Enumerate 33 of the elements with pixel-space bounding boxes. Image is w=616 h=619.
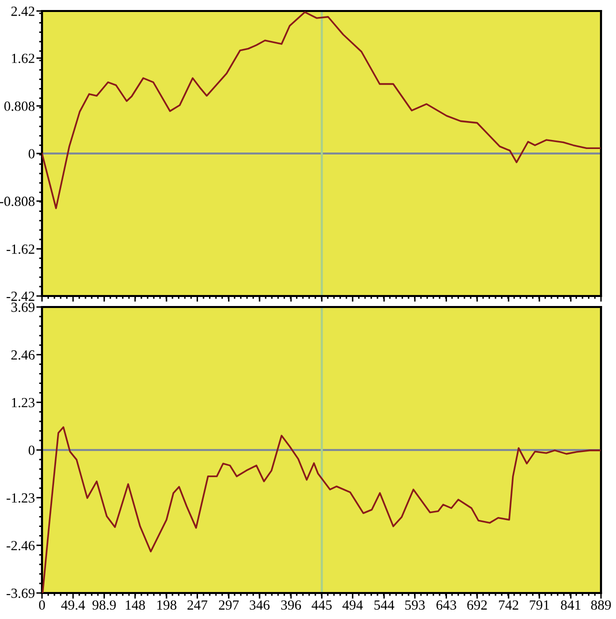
y-tick-label: -1.62 [6, 244, 34, 254]
y-tick-label: 1.62 [12, 54, 34, 64]
x-tick-label: 396 [281, 600, 302, 610]
y-tick-label: 0 [28, 446, 35, 455]
x-tick-label: 593 [405, 600, 425, 610]
x-tick-label: 742 [499, 600, 518, 610]
x-tick-label: 692 [467, 600, 487, 610]
x-tick-label: 494 [342, 600, 363, 610]
x-tick-label: 247 [188, 600, 208, 610]
y-tick-label: -2.42 [6, 292, 34, 302]
y-tick-label: -2.46 [6, 540, 35, 550]
x-tick-label: 0 [39, 600, 45, 610]
x-tick-label: 643 [436, 600, 456, 610]
y-tick-label: 3.69 [11, 302, 34, 312]
x-tick-label: 198 [157, 600, 176, 610]
y-tick-label: 0 [28, 149, 35, 158]
y-tick-label: -1.23 [6, 493, 35, 503]
x-tick-label: 841 [560, 600, 580, 610]
x-tick-label: 544 [374, 600, 394, 610]
y-tick-label: 0.808 [4, 102, 35, 111]
x-tick-label: 791 [530, 600, 549, 610]
x-tick-label: 297 [218, 600, 239, 610]
y-tick-label: -3.69 [6, 588, 34, 598]
x-tick-label: 49.4 [61, 600, 85, 610]
y-tick-label: 2.42 [11, 6, 34, 16]
y-tick-label: 1.23 [12, 398, 35, 408]
y-tick-label: 2.46 [11, 350, 35, 360]
x-tick-label: 98.9 [92, 600, 116, 610]
x-tick-label: 445 [312, 600, 332, 610]
x-tick-label: 346 [250, 600, 270, 610]
y-tick-label: -0.808 [0, 196, 35, 206]
x-tick-label: 148 [126, 600, 145, 610]
x-tick-label: 889 [591, 600, 611, 610]
